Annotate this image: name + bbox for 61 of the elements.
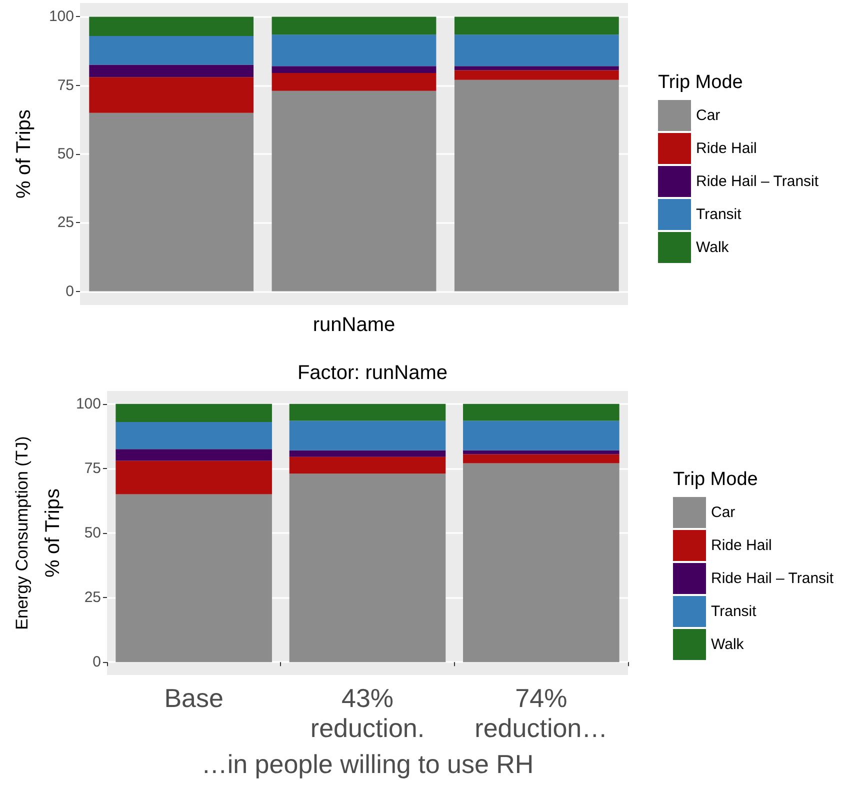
legend-label: Ride Hail <box>696 140 757 157</box>
bar <box>89 16 254 36</box>
x-axis-title: runName <box>312 314 396 336</box>
y-tick-label: 25 <box>57 214 74 232</box>
legend-label: Ride Hail – Transit <box>696 173 820 190</box>
bar <box>89 64 254 78</box>
bar <box>89 112 254 292</box>
bar <box>463 404 620 421</box>
bar <box>116 404 272 422</box>
bar <box>272 66 436 74</box>
bar <box>272 73 436 91</box>
bar <box>463 420 620 450</box>
bar <box>289 450 446 457</box>
y-tick-label: 50 <box>57 146 74 162</box>
bar <box>116 494 272 662</box>
bar <box>89 77 254 113</box>
legend-label: Ride Hail <box>711 537 772 554</box>
bar <box>289 404 446 421</box>
y-tick-label: 0 <box>92 654 101 671</box>
y-tick-label: 50 <box>84 524 101 542</box>
bar <box>463 454 620 464</box>
y-tick-label: 75 <box>84 460 101 477</box>
legend-label: Car <box>696 107 720 124</box>
bar <box>116 422 272 450</box>
legend-label: Car <box>711 504 736 521</box>
bar <box>463 450 620 454</box>
x-tick-label: 74% reduction… <box>474 683 608 743</box>
bar <box>89 36 254 65</box>
chart-title: Factor: runName <box>297 362 448 384</box>
bar <box>463 463 620 662</box>
bar <box>454 70 619 80</box>
legend-label: Transit <box>711 603 758 620</box>
legend-label: Walk <box>711 636 744 653</box>
legend-label: Transit <box>696 206 742 223</box>
bar <box>454 16 619 35</box>
legend-title: Trip Mode <box>673 469 758 490</box>
x-tick-label: Base <box>164 683 224 713</box>
bar <box>116 460 272 494</box>
bar <box>454 66 619 70</box>
text: Energy Consumption (TJ) <box>12 436 32 630</box>
y-tick-label: 100 <box>48 8 74 26</box>
bar <box>272 34 436 66</box>
legend-title: Trip Mode <box>658 72 743 93</box>
legend-label: Walk <box>696 239 730 256</box>
y-axis-title: % of Trips <box>13 110 35 198</box>
x-tick-label: 43% reduction. <box>310 683 425 743</box>
bar <box>289 456 446 474</box>
bar <box>454 34 619 66</box>
bar <box>272 90 436 292</box>
y-tick-label: 25 <box>84 589 101 606</box>
y-tick-label: 75 <box>57 76 74 94</box>
y-tick-label: 0 <box>66 282 74 300</box>
bar <box>289 420 446 450</box>
bar <box>454 80 619 292</box>
y-tick-label: 100 <box>76 395 101 412</box>
bar <box>116 449 272 461</box>
bar <box>272 16 436 35</box>
bar <box>289 474 446 662</box>
legend-label: Ride Hail – Transit <box>711 570 834 587</box>
y-axis-title: % of Trips <box>42 488 64 578</box>
x-axis-title: …in people willing to use RH <box>201 749 534 779</box>
